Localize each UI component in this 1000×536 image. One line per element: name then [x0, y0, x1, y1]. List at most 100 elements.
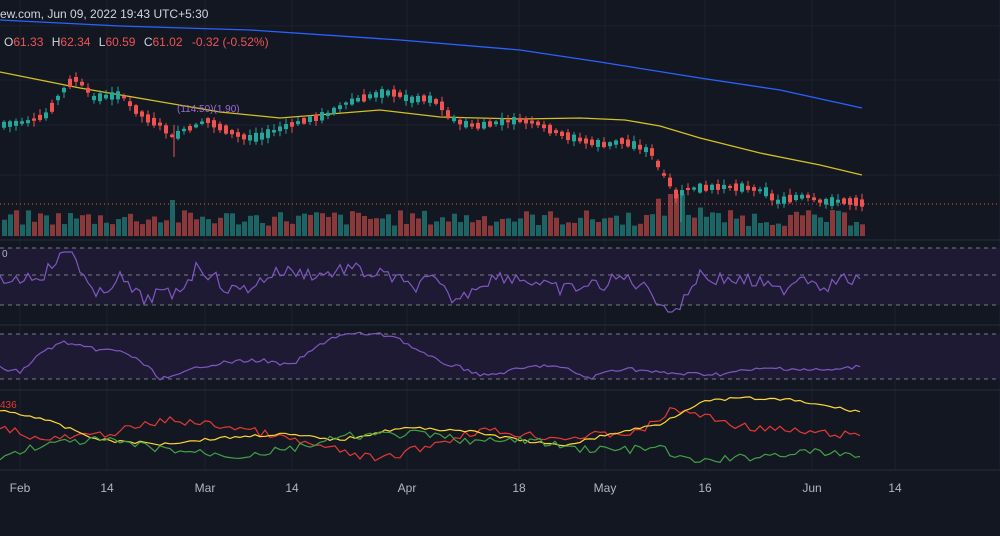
candle[interactable] [380, 86, 384, 104]
candle[interactable] [758, 186, 762, 194]
candle[interactable] [20, 117, 24, 126]
candle[interactable] [686, 183, 690, 196]
candle[interactable] [422, 93, 426, 105]
candle[interactable] [194, 122, 198, 129]
candle[interactable] [764, 182, 768, 199]
candle[interactable] [794, 192, 798, 202]
candle[interactable] [566, 129, 570, 144]
candle[interactable] [92, 92, 96, 104]
candle[interactable] [728, 184, 732, 191]
candle[interactable] [572, 131, 576, 147]
candle[interactable] [470, 120, 474, 130]
candle[interactable] [824, 197, 828, 209]
candle[interactable] [200, 118, 204, 126]
candle[interactable] [272, 124, 276, 137]
candle[interactable] [212, 117, 216, 134]
candle[interactable] [776, 194, 780, 209]
candle[interactable] [632, 135, 636, 151]
candle[interactable] [782, 192, 786, 208]
candle[interactable] [830, 194, 834, 210]
candle[interactable] [8, 119, 12, 133]
candle[interactable] [32, 112, 36, 127]
candle[interactable] [284, 118, 288, 134]
candle[interactable] [320, 108, 324, 124]
candle[interactable] [74, 72, 78, 87]
candle[interactable] [584, 135, 588, 149]
candle[interactable] [440, 96, 444, 116]
candle[interactable] [638, 139, 642, 154]
candle[interactable] [146, 110, 150, 126]
candle[interactable] [230, 128, 234, 139]
candle[interactable] [806, 192, 810, 202]
candle[interactable] [710, 183, 714, 194]
candle[interactable] [752, 184, 756, 197]
candle[interactable] [104, 90, 108, 100]
candle[interactable] [314, 112, 318, 126]
candle[interactable] [62, 86, 66, 99]
candle[interactable] [740, 181, 744, 194]
candle[interactable] [98, 90, 102, 105]
candle[interactable] [44, 108, 48, 121]
candle[interactable] [716, 179, 720, 195]
candle[interactable] [152, 112, 156, 128]
candle[interactable] [608, 141, 612, 150]
candle[interactable] [734, 179, 738, 196]
candle[interactable] [410, 95, 414, 108]
time-axis[interactable]: Feb 14 Mar 14 Apr 18 May 16 Jun 14 [10, 481, 902, 495]
candle[interactable] [644, 144, 648, 157]
candle[interactable] [860, 193, 864, 212]
candle[interactable] [206, 117, 210, 128]
candle[interactable] [356, 95, 360, 103]
candle[interactable] [326, 110, 330, 120]
candle[interactable] [218, 121, 222, 133]
candle[interactable] [704, 180, 708, 193]
candle[interactable] [140, 110, 144, 123]
candle[interactable] [296, 116, 300, 126]
candle[interactable] [236, 128, 240, 143]
candle[interactable] [398, 89, 402, 99]
candle[interactable] [278, 121, 282, 137]
candle[interactable] [302, 115, 306, 125]
candle[interactable] [2, 120, 6, 130]
candle[interactable] [650, 144, 654, 160]
candle[interactable] [452, 114, 456, 124]
candle[interactable] [434, 97, 438, 106]
candle[interactable] [530, 116, 534, 129]
candle[interactable] [512, 113, 516, 130]
candle[interactable] [746, 180, 750, 193]
candle[interactable] [548, 123, 552, 137]
candle[interactable] [14, 118, 18, 131]
candle[interactable] [416, 93, 420, 105]
candle[interactable] [392, 85, 396, 103]
candle[interactable] [620, 137, 624, 149]
candle[interactable] [506, 115, 510, 129]
candle[interactable] [56, 94, 60, 106]
candle[interactable] [656, 159, 660, 171]
candle[interactable] [266, 125, 270, 144]
candle[interactable] [386, 89, 390, 98]
candle[interactable] [818, 198, 822, 207]
candle[interactable] [164, 123, 168, 139]
candle[interactable] [368, 91, 372, 101]
candle[interactable] [182, 126, 186, 135]
candle[interactable] [662, 169, 666, 178]
candle[interactable] [338, 102, 342, 113]
candle[interactable] [788, 188, 792, 204]
candle[interactable] [308, 115, 312, 125]
candle[interactable] [344, 101, 348, 110]
candle[interactable] [560, 130, 564, 140]
candle[interactable] [680, 184, 684, 197]
candle[interactable] [500, 112, 504, 131]
candle[interactable] [542, 120, 546, 132]
candle[interactable] [722, 179, 726, 194]
candle[interactable] [578, 132, 582, 144]
candle[interactable] [248, 129, 252, 145]
candle[interactable] [590, 136, 594, 148]
candle[interactable] [374, 90, 378, 102]
candle[interactable] [332, 106, 336, 116]
candle[interactable] [80, 78, 84, 87]
candle[interactable] [116, 86, 120, 104]
candle[interactable] [854, 195, 858, 211]
candle[interactable] [494, 120, 498, 127]
